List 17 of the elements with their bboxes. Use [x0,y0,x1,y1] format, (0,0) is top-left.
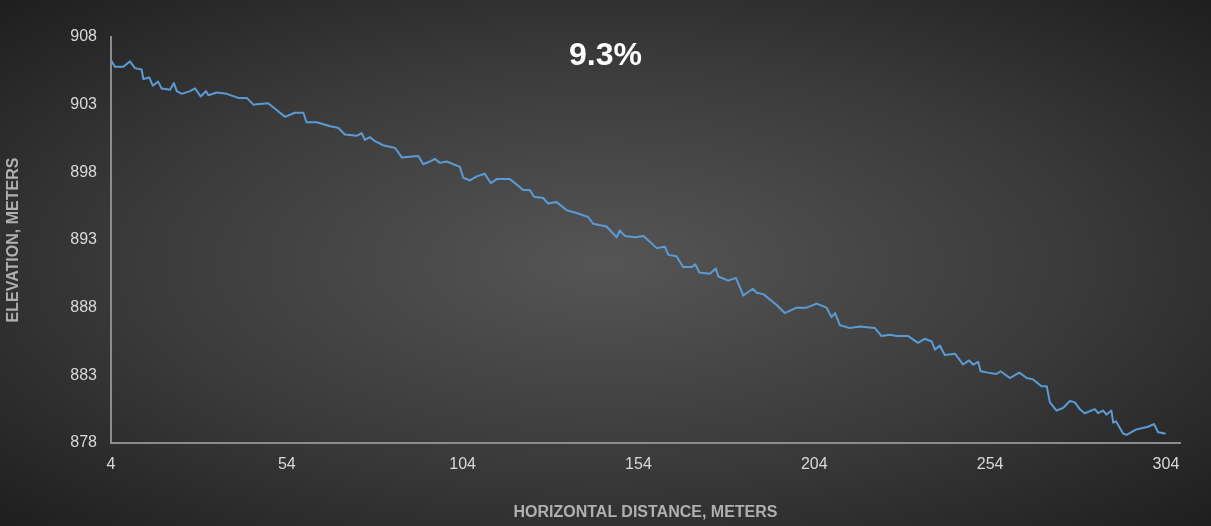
x-tick-label: 154 [625,455,652,473]
x-tick-label: 304 [1152,455,1180,473]
y-tick-label: 898 [70,162,98,180]
y-tick-label: 893 [70,230,98,248]
y-tick-label: 888 [70,298,98,316]
x-axis-title: HORIZONTAL DISTANCE, METERS [513,502,778,520]
y-tick-label: 883 [70,365,98,383]
chart-title: 9.3% [569,35,642,72]
y-tick-label: 903 [70,95,98,113]
x-tick-label: 254 [976,455,1004,473]
y-tick-label: 878 [70,433,98,451]
x-tick-label: 204 [800,455,828,473]
y-axis-title: ELEVATION, METERS [4,157,22,323]
x-tick-label: 54 [277,455,296,473]
x-tick-label: 4 [106,455,116,473]
x-tick-label: 104 [449,455,477,473]
y-tick-label: 908 [70,27,98,45]
